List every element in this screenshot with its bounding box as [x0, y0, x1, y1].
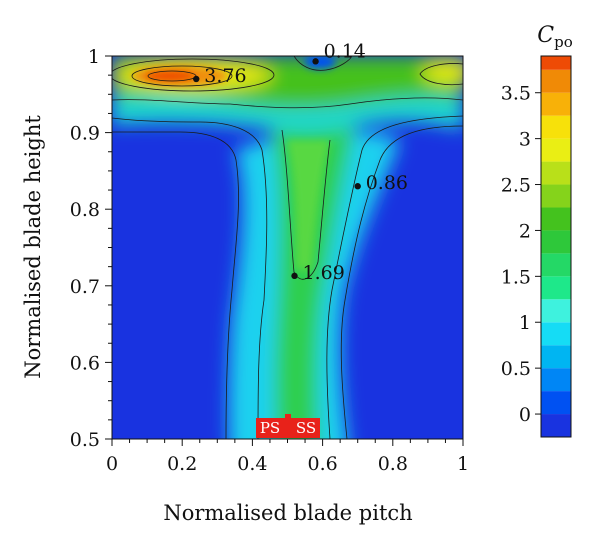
y-tick-label: 0.5	[70, 429, 100, 451]
colorbar-title-main: C	[537, 23, 554, 48]
x-tick-label: 0.4	[237, 453, 267, 475]
contour-loss-ring-outer	[112, 58, 275, 92]
y-tick-label: 1	[88, 46, 100, 68]
colorbar-swatch	[541, 299, 571, 323]
pitch-midline-bar	[285, 414, 291, 438]
dark-blue-notch	[304, 56, 336, 69]
annotation-marker	[291, 272, 298, 280]
y-tick-label: 0.6	[70, 352, 100, 374]
contour-inner-wake	[281, 129, 331, 280]
colorbar-swatch	[541, 138, 571, 162]
colorbar-title: Cpo	[537, 23, 572, 51]
colorbar-swatch	[541, 92, 571, 116]
annotation-marker	[312, 58, 319, 65]
colorbar-swatch	[541, 345, 571, 369]
colorbar-tick-label: 1.5	[501, 266, 531, 288]
colorbar-swatch	[541, 161, 571, 185]
ss-label-box	[291, 418, 320, 438]
x-tick-label: 0.6	[307, 453, 337, 475]
colorbar-swatch	[541, 414, 571, 437]
colorbar-swatch	[541, 322, 571, 346]
field-sharp-layer	[132, 56, 336, 270]
annotation-label: 0.14	[324, 40, 366, 62]
y-axis-title: Normalised blade height	[21, 115, 45, 379]
colorbar-swatch	[541, 184, 571, 208]
x-tick-label: 1	[457, 453, 469, 475]
colorbar-swatch	[541, 276, 571, 300]
colorbar-tick-label: 3.5	[501, 83, 531, 105]
x-tick-label: 0	[106, 453, 118, 475]
contour-field	[112, 56, 463, 439]
colorbar-tick-label: 2.5	[501, 175, 531, 197]
y-tick-label: 0.7	[70, 276, 100, 298]
colorbar-swatch	[541, 230, 571, 254]
contour-annotations: 3.76 0.14 0.86 1.69	[193, 40, 408, 284]
colorbar-swatches	[541, 56, 571, 437]
contour-upper-band	[112, 97, 463, 109]
colorbar-swatch	[541, 207, 571, 231]
annotation-label: 3.76	[204, 65, 246, 87]
colorbar-swatch	[541, 56, 571, 70]
colorbar-tick-label: 1	[519, 312, 531, 334]
annotation-marker	[193, 75, 200, 83]
colorbar-frame	[540, 55, 572, 438]
colorbar-title-subscript: po	[554, 33, 573, 51]
colorbar-tick-label: 3	[519, 129, 531, 151]
ps-label: PS	[260, 419, 280, 437]
contour-mid-left	[112, 117, 268, 439]
x-tick-label: 0.8	[378, 453, 408, 475]
contour-outer-left	[112, 131, 239, 439]
x-axis-title: Normalised blade pitch	[163, 501, 412, 525]
colorbar-swatch	[541, 391, 571, 415]
plot-area: PS SS 3.76 0.14 0.86 1.69	[111, 40, 464, 440]
y-tick-label: 0.9	[70, 123, 100, 145]
colorbar-tick-label: 2	[519, 220, 531, 242]
contour-lines	[112, 56, 463, 439]
ps-label-box	[256, 418, 285, 438]
annotation-marker	[354, 183, 361, 190]
annotation-label: 0.86	[366, 172, 408, 194]
ss-label: SS	[296, 419, 316, 437]
colorbar-tick-label: 0.5	[501, 358, 531, 380]
contour-mid-right	[326, 115, 463, 439]
contour-loss-ring-inner	[131, 65, 233, 87]
colorbar-swatch	[541, 253, 571, 277]
x-axis: 0 0.2 0.4 0.6 0.8 1	[106, 439, 469, 475]
annotation-label: 1.69	[303, 262, 345, 284]
colorbar: Cpo 0 0.5 1 1.5 2 2.5 3 3.5	[501, 23, 573, 438]
wake-core-region	[270, 125, 355, 439]
red-loss-core	[144, 70, 196, 82]
contour-right-lobe	[419, 63, 463, 86]
colorbar-swatch	[541, 115, 571, 139]
colorbar-tick-label: 0	[519, 404, 531, 426]
y-tick-label: 0.8	[70, 199, 100, 221]
colorbar-swatch	[541, 368, 571, 392]
x-tick-label: 0.2	[167, 453, 197, 475]
contour-outer-right	[340, 125, 463, 439]
contour-top-notch	[293, 56, 353, 71]
ps-ss-marker: PS SS	[256, 414, 320, 438]
colorbar-swatch	[541, 69, 571, 93]
wake-light-core	[287, 140, 330, 270]
y-axis: 0.5 0.6 0.7 0.8 0.9 1	[70, 46, 112, 451]
colorbar-ticks: 0 0.5 1 1.5 2 2.5 3 3.5	[501, 83, 541, 426]
